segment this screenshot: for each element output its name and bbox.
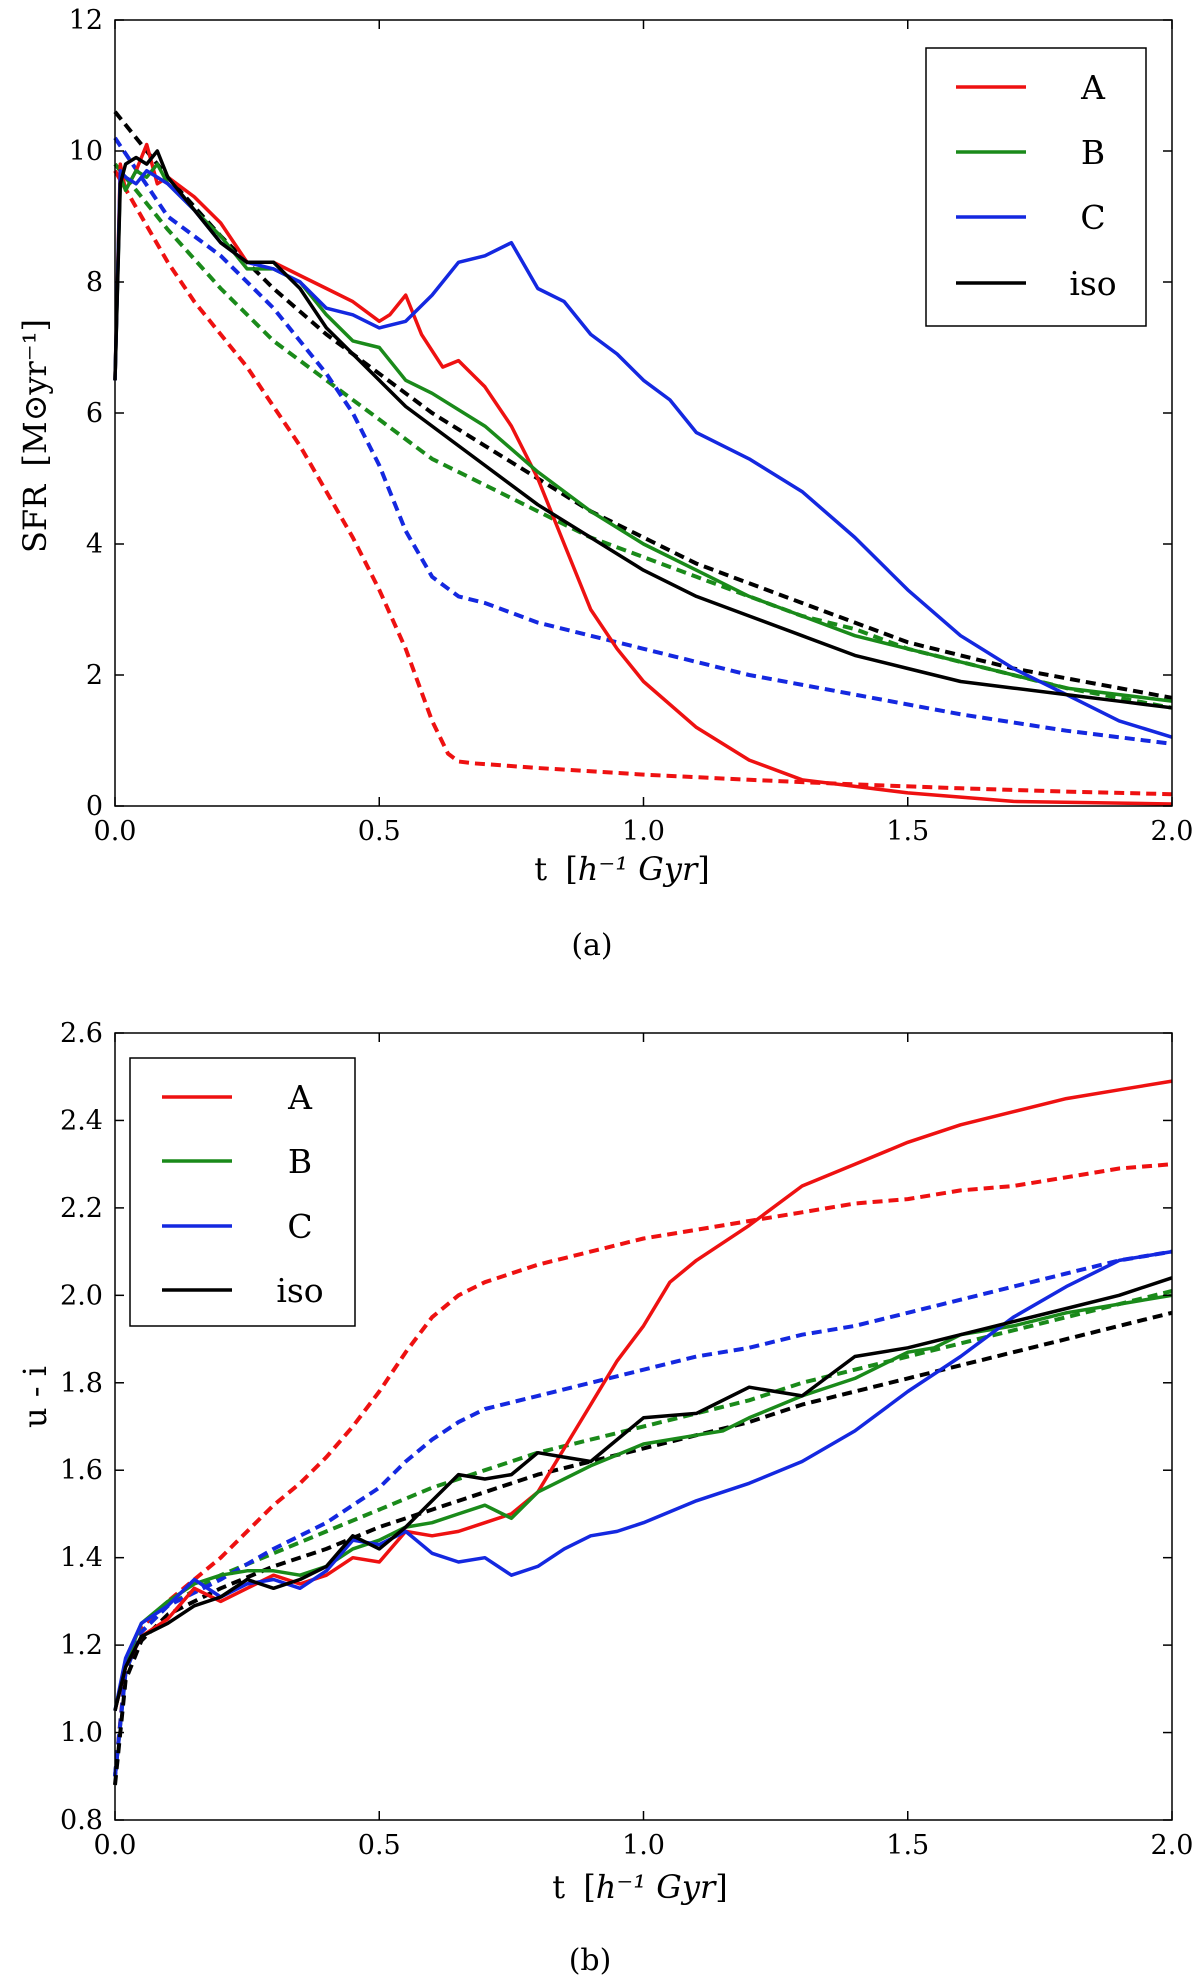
panel-a-series-b-model: [113, 162, 1173, 710]
panel-b-ylabel: u - i: [16, 1366, 54, 1428]
panel-b-xlabel: t [h⁻¹ Gyr]: [552, 1868, 727, 1906]
panel-b-xlabel-unit: h⁻¹ Gyr: [596, 1868, 717, 1906]
panel-b-ylabel-main: u - i: [16, 1366, 54, 1428]
panel-b-ytick-label: 1.4: [60, 1543, 103, 1574]
panel-b-ytick-label: 1.8: [60, 1368, 103, 1399]
panel-b-ytick-label: 1.2: [60, 1630, 103, 1661]
panel-b-ytick-label: 1.6: [60, 1455, 103, 1486]
panel-a-series-c-model: [113, 136, 1173, 746]
panel-b-ytick-label: 2.6: [60, 1018, 103, 1049]
panel-a-xtick-label: 0.5: [358, 816, 401, 847]
panel-b-chart: 0.0 0.5 1.0 1.5 2.0 0.8 1.0 1.2 1.4 1.6 1.8 2.0 2.2 2…: [16, 1018, 1193, 1978]
panel-a-lines: [113, 110, 1173, 806]
panel-b-xtick-label: 1.5: [886, 1830, 929, 1861]
panel-b-lines: [113, 1079, 1173, 1786]
panel-a-xtick-label: 0.0: [94, 816, 137, 847]
panel-a-series-a: [113, 142, 1173, 806]
panel-a-xlabel-main: t: [534, 850, 547, 888]
panel-a-ticks: 0.0 0.5 1.0 1.5 2.0 0 2 4 6 8 10 12: [69, 5, 1194, 847]
panel-b-legend: A B C iso: [129, 1057, 356, 1327]
panel-a-series-c: [113, 168, 1173, 739]
panel-b-legend-label-b: B: [288, 1142, 312, 1181]
panel-a-legend-label-c: C: [1080, 198, 1105, 237]
panel-b-xtick-label: 2.0: [1151, 1830, 1194, 1861]
panel-b-legend-label-iso: iso: [276, 1271, 323, 1310]
panel-b-series-b: [113, 1293, 1173, 1712]
panel-a-ytick-label: 8: [86, 267, 103, 298]
panel-b-series-iso-model: [113, 1310, 1173, 1786]
panel-b-ytick-label: 2.4: [60, 1105, 103, 1136]
panel-b-legend-box: [129, 1057, 356, 1327]
panel-a-chart: 0.0 0.5 1.0 1.5 2.0 0 2 4 6 8 10 12 t [h⁻¹ Gyr] SFR…: [16, 5, 1193, 963]
panel-a-ytick-label: 4: [86, 529, 103, 560]
panel-b-legend-label-a: A: [287, 1078, 313, 1117]
panel-a-ylabel: SFR [M⊙yr⁻¹]: [16, 319, 54, 553]
panel-a-xtick-label: 1.5: [886, 816, 929, 847]
panel-b-ytick-label: 2.0: [60, 1280, 103, 1311]
panel-b-xtick-label: 1.0: [622, 1830, 665, 1861]
panel-b-legend-label-c: C: [287, 1207, 312, 1246]
panel-a-ytick-label: 12: [69, 5, 103, 36]
panel-a-xtick-label: 1.0: [622, 816, 665, 847]
panel-a-legend-label-b: B: [1081, 133, 1105, 172]
panel-b-series-a: [113, 1079, 1173, 1712]
panel-b-caption: (b): [569, 1943, 612, 1978]
panel-a-xlabel: t [h⁻¹ Gyr]: [534, 850, 709, 888]
panel-a-ytick-label: 6: [86, 398, 103, 429]
panel-b-xlabel-main: t: [552, 1868, 565, 1906]
panel-a-ytick-label: 0: [86, 791, 103, 822]
panel-a-series-a-model: [113, 169, 1173, 797]
panel-a-ylabel-main: SFR: [16, 484, 54, 553]
panel-a-ytick-label: 2: [86, 660, 103, 691]
panel-b-ticks: 0.0 0.5 1.0 1.5 2.0 0.8 1.0 1.2 1.4 1.6 1.8 2.0 2.2 2…: [60, 1018, 1193, 1861]
panel-a-ytick-label: 10: [69, 136, 103, 167]
panel-a-legend-box: [925, 47, 1147, 327]
panel-a-legend-label-a: A: [1080, 68, 1106, 107]
panel-b-xtick-label: 0.5: [358, 1830, 401, 1861]
panel-b-series-iso: [113, 1276, 1173, 1712]
panel-b-series-a-model: [113, 1162, 1173, 1777]
panel-b-xtick-label: 0.0: [94, 1830, 137, 1861]
panel-b-ytick-label: 1.0: [60, 1718, 103, 1749]
panel-a-xtick-label: 2.0: [1151, 816, 1194, 847]
panel-a-caption: (a): [571, 928, 612, 963]
panel-a-series-iso: [113, 149, 1173, 710]
panel-a-series-b: [113, 162, 1173, 703]
panel-b-ytick-label: 0.8: [60, 1805, 103, 1836]
panel-b-ytick-label: 2.2: [60, 1193, 103, 1224]
panel-a-xlabel-unit: h⁻¹ Gyr: [578, 850, 699, 888]
panel-a-legend: A B C iso: [925, 47, 1147, 327]
panel-a-legend-label-iso: iso: [1069, 264, 1116, 303]
panel-a-series-iso-model: [113, 110, 1173, 700]
panel-a-ylabel-unit: M⊙yr⁻¹: [16, 331, 54, 454]
